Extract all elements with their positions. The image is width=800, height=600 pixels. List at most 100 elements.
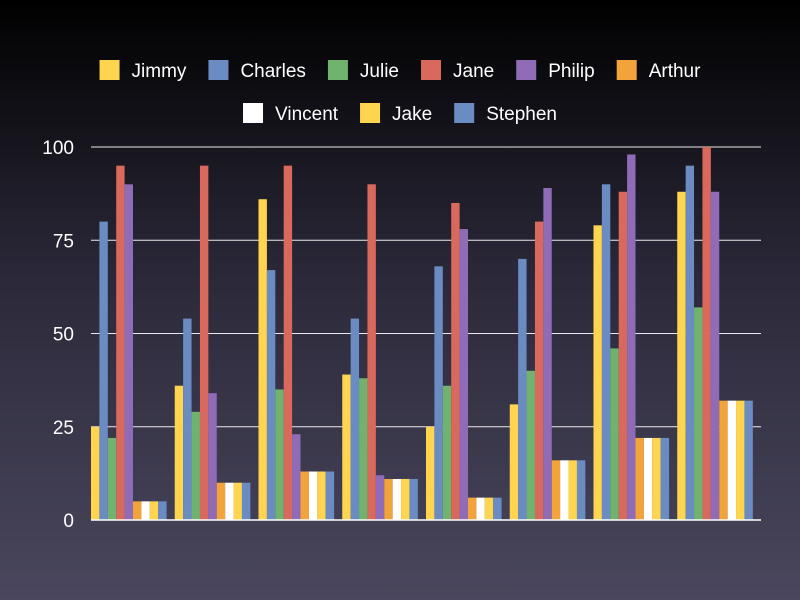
bar-jake bbox=[149, 501, 159, 520]
bar-philip bbox=[375, 475, 385, 520]
legend-swatch bbox=[208, 60, 229, 80]
legend-item-philip: Philip bbox=[516, 60, 595, 82]
legend-item-stephen: Stephen bbox=[454, 103, 557, 125]
legend-label: Arthur bbox=[649, 61, 701, 82]
bar-charles bbox=[518, 258, 527, 520]
bar-jane bbox=[618, 191, 628, 520]
legend-swatch bbox=[360, 103, 381, 123]
y-tick-label: 25 bbox=[53, 418, 74, 439]
bar-jake bbox=[652, 437, 661, 520]
y-tick-label: 75 bbox=[53, 231, 74, 252]
bar-arthur bbox=[300, 471, 309, 520]
legend-item-arthur: Arthur bbox=[616, 60, 701, 82]
legend: Jimmy Charles Julie Jane Philip Arthur Vincent… bbox=[99, 60, 701, 125]
y-axis-ticks: 0 25 50 75 100 bbox=[42, 138, 74, 532]
legend-swatch bbox=[327, 60, 348, 80]
legend-item-julie: Julie bbox=[327, 60, 399, 82]
bar-jimmy bbox=[174, 385, 184, 520]
bar-jane bbox=[116, 165, 125, 520]
legend-label: Julie bbox=[360, 61, 399, 82]
legend-swatch bbox=[454, 103, 475, 123]
legend-swatch bbox=[243, 103, 264, 123]
bar-vincent bbox=[643, 437, 653, 520]
legend-swatch bbox=[421, 60, 442, 80]
bar-jane bbox=[534, 221, 544, 520]
bar-julie bbox=[191, 411, 200, 520]
bar-jimmy bbox=[91, 426, 100, 520]
bar-vincent bbox=[141, 501, 150, 520]
bar-stephen bbox=[158, 501, 167, 520]
legend-label: Stephen bbox=[486, 104, 557, 125]
bar-jane bbox=[367, 184, 376, 521]
bar-julie bbox=[610, 348, 619, 520]
bar-jake bbox=[317, 471, 326, 520]
bar-julie bbox=[526, 370, 535, 520]
legend-item-jimmy: Jimmy bbox=[99, 60, 187, 82]
bar-vincent bbox=[476, 497, 485, 520]
bar-charles bbox=[434, 266, 443, 520]
bar-jane bbox=[702, 147, 711, 520]
legend-label: Jimmy bbox=[132, 61, 187, 82]
bar-charles bbox=[350, 318, 360, 520]
bar-stephen bbox=[576, 460, 586, 520]
bar-stephen bbox=[409, 478, 418, 520]
bar-jake bbox=[484, 497, 494, 520]
bar-vincent bbox=[225, 482, 234, 520]
legend-swatch bbox=[516, 60, 537, 80]
bar-stephen bbox=[325, 471, 335, 520]
legend-item-charles: Charles bbox=[208, 60, 306, 82]
bar-julie bbox=[107, 437, 117, 520]
bar-jimmy bbox=[426, 426, 435, 520]
bar-jake bbox=[568, 460, 577, 520]
bar-julie bbox=[694, 307, 703, 520]
bar-stephen bbox=[493, 497, 502, 520]
legend-label: Charles bbox=[240, 61, 305, 82]
bar-vincent bbox=[392, 478, 402, 520]
bar-charles bbox=[266, 270, 276, 520]
bar-stephen bbox=[660, 437, 670, 520]
bar-charles bbox=[601, 184, 611, 521]
legend-label: Jake bbox=[392, 104, 432, 125]
legend-label: Jane bbox=[453, 61, 494, 82]
bar-arthur bbox=[384, 478, 393, 520]
bar-philip bbox=[459, 229, 468, 520]
bar-julie bbox=[442, 385, 452, 520]
bar-jimmy bbox=[677, 191, 686, 520]
bar-charles bbox=[99, 221, 108, 520]
bar-julie bbox=[275, 389, 284, 520]
legend-item-jane: Jane bbox=[421, 60, 494, 82]
legend-item-vincent: Vincent bbox=[243, 103, 339, 125]
y-tick-label: 100 bbox=[42, 138, 74, 159]
bar-jane bbox=[451, 202, 460, 520]
legend-item-jake: Jake bbox=[360, 103, 432, 125]
legend-swatch bbox=[616, 60, 637, 80]
bar-vincent bbox=[560, 460, 569, 520]
bar-stephen bbox=[744, 400, 753, 520]
bar-jake bbox=[233, 482, 242, 520]
bar-arthur bbox=[635, 437, 644, 520]
bar-arthur bbox=[133, 501, 142, 520]
bar-jake bbox=[736, 400, 745, 520]
bar-philip bbox=[627, 154, 636, 520]
bar-charles bbox=[685, 165, 695, 520]
bar-jane bbox=[283, 165, 293, 520]
legend-swatch bbox=[99, 60, 120, 80]
bars bbox=[91, 147, 753, 521]
bar-philip bbox=[292, 434, 301, 520]
bar-philip bbox=[710, 191, 720, 520]
bar-jake bbox=[401, 478, 410, 520]
bar-stephen bbox=[241, 482, 251, 520]
y-tick-label: 0 bbox=[63, 511, 74, 532]
bar-jimmy bbox=[258, 199, 267, 520]
bar-arthur bbox=[719, 400, 728, 520]
bar-charles bbox=[183, 318, 192, 520]
bar-arthur bbox=[551, 460, 561, 520]
bar-arthur bbox=[468, 497, 477, 520]
bar-julie bbox=[359, 378, 368, 520]
bar-philip bbox=[543, 188, 552, 520]
bar-jimmy bbox=[593, 225, 602, 520]
bar-philip bbox=[124, 184, 133, 521]
bar-jane bbox=[199, 165, 209, 520]
y-tick-label: 50 bbox=[53, 325, 74, 346]
